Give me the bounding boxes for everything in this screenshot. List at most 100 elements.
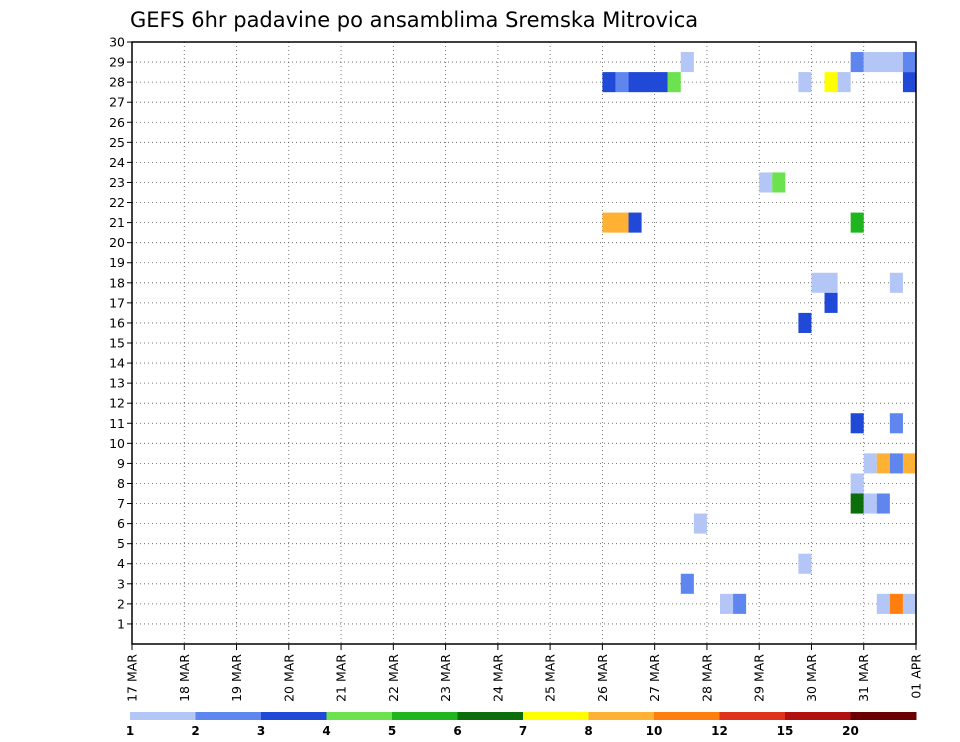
colorbar-swatch	[719, 712, 786, 720]
x-tick-label: 26 MAR	[595, 654, 610, 702]
precip-cell	[759, 172, 773, 193]
y-tick-label: 24	[109, 155, 125, 170]
y-tick-label: 7	[117, 496, 125, 511]
x-tick-label: 23 MAR	[438, 654, 453, 702]
x-axis: 17 MAR 18 MAR 19 MAR 20 MAR 21 MAR 22 MAR 23 M…	[125, 644, 924, 702]
y-tick-label: 8	[117, 476, 125, 491]
y-tick-label: 26	[109, 115, 125, 130]
x-tick-label: 24 MAR	[490, 654, 505, 702]
precip-cell	[772, 172, 786, 193]
precip-cell	[602, 212, 629, 233]
colorbar-swatch	[588, 712, 655, 720]
x-tick-label: 28 MAR	[699, 654, 714, 702]
x-tick-label: 18 MAR	[177, 654, 192, 702]
y-tick-label: 19	[109, 255, 125, 270]
x-tick-label: 31 MAR	[856, 654, 871, 702]
y-tick-label: 29	[109, 55, 125, 70]
y-tick-label: 16	[109, 315, 125, 330]
precip-cell	[902, 72, 916, 93]
precip-cell	[628, 212, 642, 233]
y-tick-label: 22	[109, 195, 125, 210]
precip-cell	[850, 473, 864, 494]
colorbar-level-label: 7	[519, 724, 527, 738]
y-tick-label: 13	[109, 376, 125, 391]
colorbar-level-label: 6	[453, 724, 461, 738]
x-tick-label: 29 MAR	[752, 654, 767, 702]
precip-cell	[850, 493, 864, 514]
precip-cell	[798, 553, 812, 574]
colorbar-swatch	[392, 712, 458, 720]
colorbar-legend: 1 2 3 4 5 6 7 8 10 12 15 20	[126, 712, 917, 738]
colorbar-swatch	[195, 712, 262, 720]
y-tick-label: 12	[109, 396, 125, 411]
colorbar-swatch	[261, 712, 327, 720]
precip-cell	[680, 573, 694, 594]
y-tick-label: 15	[109, 336, 125, 351]
colorbar-level-label: 20	[842, 724, 859, 738]
colorbar-swatch	[785, 712, 851, 720]
precip-cell	[798, 312, 812, 333]
colorbar-level-label: 2	[191, 724, 199, 738]
precip-cell	[889, 413, 903, 434]
precip-cells	[602, 52, 916, 614]
colorbar-level-label: 1	[126, 724, 134, 738]
precip-cell	[811, 272, 838, 293]
colorbar-level-label: 5	[388, 724, 396, 738]
precip-cell	[733, 593, 747, 614]
chart-title: GEFS 6hr padavine po ansamblima Sremska …	[130, 8, 698, 32]
x-tick-label: 21 MAR	[334, 654, 349, 702]
precip-cell	[889, 453, 903, 474]
x-tick-label: 01 APR	[909, 654, 924, 699]
precip-cell	[876, 453, 890, 474]
precip-cell	[889, 593, 903, 614]
x-tick-label: 20 MAR	[281, 654, 296, 702]
y-tick-label: 9	[117, 456, 125, 471]
precip-cell	[667, 72, 681, 93]
precip-cell	[863, 453, 877, 474]
precip-cell	[837, 72, 851, 93]
y-tick-label: 20	[109, 235, 125, 250]
colorbar-level-label: 10	[646, 724, 663, 738]
precip-cell	[876, 593, 890, 614]
colorbar-level-label: 8	[584, 724, 592, 738]
y-tick-label: 2	[117, 596, 125, 611]
precip-cell	[628, 72, 668, 93]
x-tick-label: 19 MAR	[229, 654, 244, 702]
precip-cell	[863, 493, 877, 514]
x-tick-label: 30 MAR	[804, 654, 819, 702]
x-tick-label: 25 MAR	[543, 654, 558, 702]
precip-cell	[902, 453, 916, 474]
colorbar-swatch	[850, 712, 917, 720]
y-tick-label: 25	[109, 135, 125, 150]
precip-cell	[876, 493, 890, 514]
precip-cell	[889, 272, 903, 293]
precip-cell	[850, 52, 864, 73]
colorbar-level-label: 15	[777, 724, 794, 738]
y-tick-label: 30	[109, 35, 125, 50]
grid-lines	[132, 41, 916, 644]
colorbar-level-label: 12	[711, 724, 728, 738]
precip-cell	[850, 413, 864, 434]
precip-cell	[720, 593, 734, 614]
precip-cell	[693, 513, 707, 534]
precip-cell	[680, 52, 694, 73]
y-tick-label: 23	[109, 175, 125, 190]
x-tick-label: 27 MAR	[647, 654, 662, 702]
y-tick-label: 18	[109, 275, 125, 290]
precip-cell	[824, 72, 838, 93]
y-tick-label: 11	[109, 416, 125, 431]
precip-cell	[798, 72, 812, 93]
colorbar-swatch	[457, 712, 524, 720]
y-tick-label: 6	[117, 516, 125, 531]
precip-cell	[863, 52, 903, 73]
y-tick-label: 17	[109, 295, 125, 310]
y-tick-label: 3	[117, 576, 125, 591]
y-axis: 1234567891011121314151617181920212223242…	[109, 35, 132, 631]
y-tick-label: 4	[117, 556, 125, 571]
precip-cell	[615, 72, 629, 93]
x-tick-label: 17 MAR	[125, 654, 140, 702]
y-tick-label: 5	[117, 536, 125, 551]
colorbar-swatch	[326, 712, 393, 720]
colorbar-level-label: 3	[257, 724, 265, 738]
